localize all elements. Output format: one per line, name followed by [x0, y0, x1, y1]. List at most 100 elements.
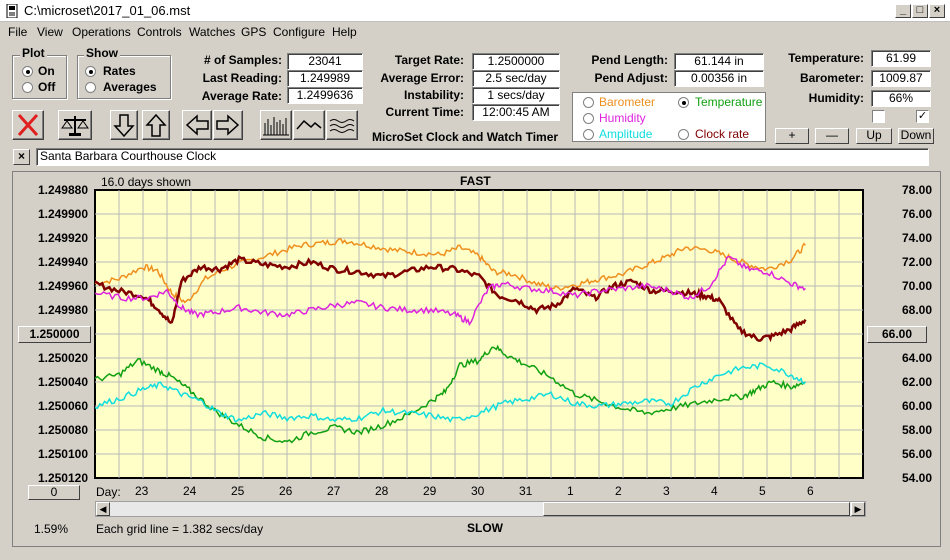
- pend-length-field: 61.144 in: [674, 53, 764, 70]
- balance-button[interactable]: [58, 110, 92, 140]
- menu-controls[interactable]: Controls: [137, 25, 182, 39]
- delete-button[interactable]: [12, 110, 44, 140]
- show-averages-radio[interactable]: [85, 82, 96, 93]
- option-checkbox-2[interactable]: ✓: [916, 110, 929, 123]
- temperature-field: 61.99: [871, 50, 931, 67]
- clock-name-input[interactable]: Santa Barbara Courthouse Clock: [36, 148, 929, 166]
- amplitude-radio[interactable]: [583, 129, 594, 140]
- down-button[interactable]: Down: [898, 128, 934, 144]
- x-axis-tick: 4: [711, 484, 718, 498]
- x-axis-tick: 31: [519, 484, 533, 498]
- show-rates-label: Rates: [103, 64, 136, 78]
- right-axis-tick: 72.00: [901, 255, 932, 269]
- average-rate-field: 1.2499636: [287, 87, 363, 104]
- pend-adjust-field: 0.00356 in: [674, 70, 764, 87]
- line-view-button[interactable]: [293, 110, 325, 140]
- show-averages-label: Averages: [103, 80, 157, 94]
- menu-view[interactable]: View: [37, 25, 63, 39]
- chart-top-caption: FAST: [460, 174, 491, 188]
- scroll-right-arrow[interactable]: ▶: [851, 502, 865, 516]
- maximize-button[interactable]: □: [912, 4, 928, 18]
- bars-view-button[interactable]: [260, 110, 292, 140]
- x-axis-tick: 3: [663, 484, 670, 498]
- percent-readout: 1.59%: [34, 522, 69, 536]
- left-axis-center-button[interactable]: 1.250000: [18, 326, 91, 343]
- barometer-radio[interactable]: [583, 97, 594, 108]
- scroll-left-button[interactable]: [182, 110, 212, 140]
- humidity-field: 66%: [871, 90, 931, 107]
- left-axis-tick: 1.250040: [37, 375, 88, 389]
- series-layer: [94, 237, 807, 444]
- menu-gps[interactable]: GPS: [241, 25, 267, 39]
- plot-on-radio[interactable]: [22, 66, 33, 77]
- menu-watches[interactable]: Watches: [189, 25, 236, 39]
- plot-on-label: On: [38, 64, 55, 78]
- left-axis-tick: 1.249920: [37, 231, 88, 245]
- average-error-field: 2.5 sec/day: [472, 70, 560, 87]
- scroll-right-button[interactable]: [213, 110, 243, 140]
- average-rate-label: Average Rate:: [201, 89, 282, 103]
- increase-button[interactable]: +: [775, 128, 809, 144]
- clear-clock-name-button[interactable]: ×: [13, 149, 30, 165]
- right-axis-center-button[interactable]: 66.00: [867, 326, 927, 343]
- decrease-button[interactable]: —: [815, 128, 849, 144]
- menu-operations[interactable]: Operations: [72, 25, 131, 39]
- x-axis-tick: 28: [375, 484, 389, 498]
- red-x-icon: [17, 113, 39, 137]
- window-title: C:\microset\2017_01_06.mst: [24, 3, 191, 18]
- minimize-button[interactable]: _: [895, 4, 911, 18]
- clock-rate-series-line: [94, 254, 807, 343]
- barometer-label: Barometer:: [799, 71, 864, 85]
- right-axis-tick: 68.00: [901, 303, 932, 317]
- left-axis-tick: 1.249940: [37, 255, 88, 269]
- menu-help[interactable]: Help: [332, 25, 357, 39]
- scroll-down-button[interactable]: [110, 110, 138, 140]
- x-axis-tick: 1: [567, 484, 574, 498]
- barometer-field: 1009.87: [871, 70, 931, 87]
- humidity-radio[interactable]: [583, 113, 594, 124]
- plot-group-title: Plot: [20, 46, 47, 60]
- average-error-label: Average Error:: [380, 71, 464, 85]
- x-axis-label: Day:: [96, 485, 121, 499]
- menu-configure[interactable]: Configure: [273, 25, 326, 39]
- humidity-label: Humidity:: [808, 91, 864, 105]
- arrow-down-icon: [113, 114, 135, 138]
- right-axis-tick: 70.00: [901, 279, 932, 293]
- x-axis-tick: 27: [327, 484, 341, 498]
- left-axis-bottom-button[interactable]: 0: [28, 485, 80, 500]
- clock-rate-radio[interactable]: [678, 129, 689, 140]
- show-rates-radio[interactable]: [85, 66, 96, 77]
- close-window-button[interactable]: ×: [929, 4, 945, 18]
- current-time-field: 12:00:45 AM: [472, 104, 560, 121]
- left-axis-tick: 1.249900: [37, 207, 88, 221]
- show-group-title: Show: [84, 46, 120, 60]
- menu-file[interactable]: File: [8, 25, 28, 39]
- app-caption: MicroSet Clock and Watch Timer: [372, 130, 559, 144]
- scroll-up-button[interactable]: [142, 110, 170, 140]
- target-rate-field[interactable]: 1.2500000: [472, 53, 560, 70]
- arrow-up-icon: [145, 113, 167, 137]
- clock-rate-option-label: Clock rate: [695, 127, 750, 141]
- line-graph-icon: [296, 119, 322, 130]
- temperature-series-line: [94, 344, 806, 444]
- plot-off-radio[interactable]: [22, 82, 33, 93]
- bar-graph-icon: [263, 117, 289, 136]
- left-axis-tick: 1.250080: [37, 423, 88, 437]
- x-axis-tick: 25: [231, 484, 245, 498]
- right-axis-tick: 74.00: [901, 231, 932, 245]
- arrow-left-icon: [185, 114, 209, 136]
- up-button[interactable]: Up: [856, 128, 892, 144]
- last-reading-field: 1.249989: [287, 70, 363, 87]
- wave-view-button[interactable]: [326, 110, 358, 140]
- title-bar: C:\microset\2017_01_06.mst _ □ ×: [0, 0, 950, 22]
- show-group: [77, 55, 171, 99]
- sensor-select-panel: [572, 92, 766, 142]
- scrollbar-thumb[interactable]: [543, 502, 850, 516]
- scroll-left-arrow[interactable]: ◀: [96, 502, 110, 516]
- instability-field: 1 secs/day: [472, 87, 560, 104]
- balance-scale-icon: [61, 116, 89, 136]
- option-checkbox-1[interactable]: [872, 110, 885, 123]
- temperature-radio[interactable]: [678, 97, 689, 108]
- x-axis-tick: 29: [423, 484, 437, 498]
